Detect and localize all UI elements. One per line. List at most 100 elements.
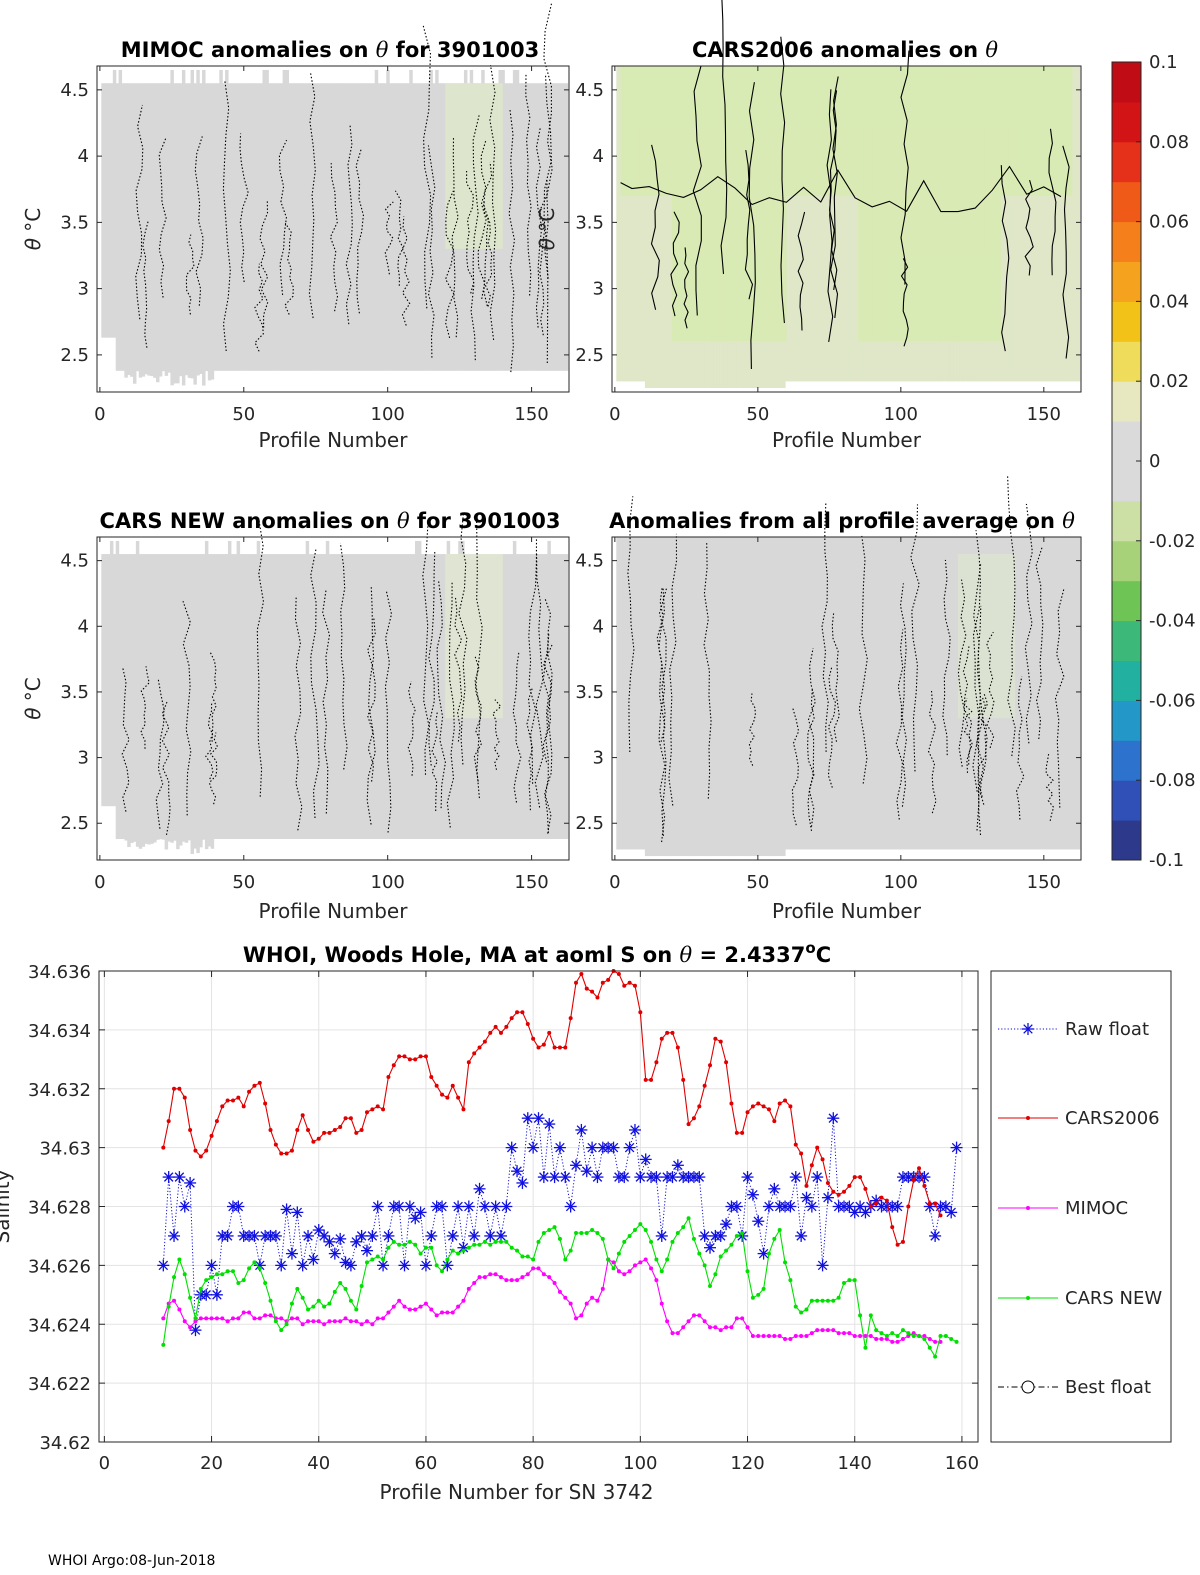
y-tick-label: 34.624: [28, 1315, 91, 1336]
star-stroke: [372, 1201, 383, 1212]
heatmap-column: [187, 83, 192, 378]
data-point: [257, 1316, 262, 1321]
heatmap-column: [104, 554, 108, 807]
heatmap-column: [564, 83, 569, 371]
heatmap-column: [1033, 66, 1038, 382]
contour-line: [427, 145, 436, 358]
heatmap-column: [819, 66, 823, 382]
heatmap-column: [535, 554, 540, 839]
contour-line: [1024, 179, 1034, 276]
colorbar-tick-label: -0.06: [1149, 690, 1196, 711]
heatmap-column: [127, 83, 131, 375]
heatmap-column: [558, 83, 563, 371]
data-point: [284, 1322, 289, 1327]
data-point: [307, 1253, 320, 1266]
contour-line: [895, 629, 904, 820]
contour-line: [703, 542, 712, 799]
star-stroke: [506, 1142, 517, 1153]
data-point: [386, 1245, 391, 1250]
heatmap-field: [101, 540, 569, 855]
data-point: [484, 1229, 497, 1242]
heatmap-column: [1022, 66, 1026, 382]
heatmap-column: [250, 554, 255, 839]
heatmap-column: [850, 537, 855, 850]
heatmap-column: [190, 554, 195, 855]
data-point: [649, 1239, 654, 1244]
heatmap-column: [115, 540, 120, 839]
data-point: [198, 1154, 203, 1159]
data-point: [750, 1104, 755, 1109]
heatmap-column: [322, 554, 327, 839]
heatmap-column: [112, 69, 117, 338]
heatmap-column: [279, 554, 284, 839]
contour-line: [942, 559, 951, 756]
legend-marker: [1022, 1023, 1034, 1035]
star-stroke: [517, 1178, 528, 1188]
data-point: [289, 1148, 294, 1153]
colorbar-segment: [1112, 740, 1141, 781]
data-point: [927, 1336, 932, 1341]
data-point: [440, 1310, 445, 1315]
x-axis-label: Profile Number: [259, 899, 409, 923]
colorbar-tick-label: -0.1: [1149, 850, 1184, 871]
contour-line: [525, 73, 532, 296]
heatmap-column: [673, 537, 677, 857]
data-point: [772, 1119, 777, 1124]
heatmap-column: [276, 554, 281, 839]
heatmap-column: [764, 537, 769, 857]
heatmap-column: [847, 537, 852, 850]
data-point: [177, 1086, 182, 1091]
data-point: [654, 1060, 659, 1065]
star-stroke: [346, 1260, 356, 1271]
heatmap-column: [504, 83, 508, 371]
data-point: [311, 1319, 316, 1324]
y-tick-label: 34.634: [28, 1021, 91, 1042]
heatmap-contours: [135, 3, 553, 373]
heatmap-column: [132, 83, 137, 384]
heatmap-column: [722, 537, 726, 857]
data-point: [627, 980, 632, 985]
contour-line: [446, 580, 455, 828]
data-point: [697, 1251, 702, 1256]
tint-band: [445, 554, 503, 719]
data-point: [752, 1215, 765, 1228]
data-point: [193, 1319, 198, 1324]
contour-line: [444, 190, 455, 339]
panel-title: CARS2006 anomalies on θ: [692, 38, 998, 62]
data-point: [402, 1054, 407, 1059]
heatmap-column: [779, 537, 783, 857]
heatmap-column: [919, 537, 923, 850]
data-point: [718, 1254, 723, 1259]
contour-line: [858, 534, 868, 784]
y-axis-label-theta: θ: [21, 232, 45, 251]
heatmap-column: [199, 83, 203, 374]
heatmap-column: [118, 69, 123, 371]
heatmap-column: [432, 83, 436, 371]
heatmap-column: [753, 537, 758, 857]
data-point: [348, 1298, 353, 1303]
heatmap-column: [787, 537, 792, 850]
data-point: [938, 1213, 943, 1218]
heatmap-column: [423, 554, 428, 839]
heatmap-contours: [627, 475, 1065, 843]
y-axis-label-theta: θ: [21, 701, 45, 720]
data-point: [225, 1098, 230, 1103]
data-point: [827, 1112, 840, 1125]
heatmap-column: [202, 554, 206, 840]
data-point: [783, 1098, 788, 1103]
heatmap-column: [561, 83, 566, 371]
data-point: [247, 1266, 252, 1271]
y-tick-label: 34.626: [28, 1256, 91, 1277]
data-point: [327, 1319, 332, 1324]
heatmap-column: [348, 554, 353, 839]
heatmap-column: [553, 554, 557, 839]
heatmap-column: [176, 554, 180, 850]
heatmap-column: [790, 66, 795, 382]
contour-line: [656, 586, 666, 843]
data-point: [911, 1178, 916, 1183]
data-point: [263, 1313, 268, 1318]
heatmap-column: [164, 554, 169, 850]
heatmap-column: [845, 537, 849, 850]
contour-line: [384, 589, 393, 833]
heatmap-column: [802, 537, 806, 850]
